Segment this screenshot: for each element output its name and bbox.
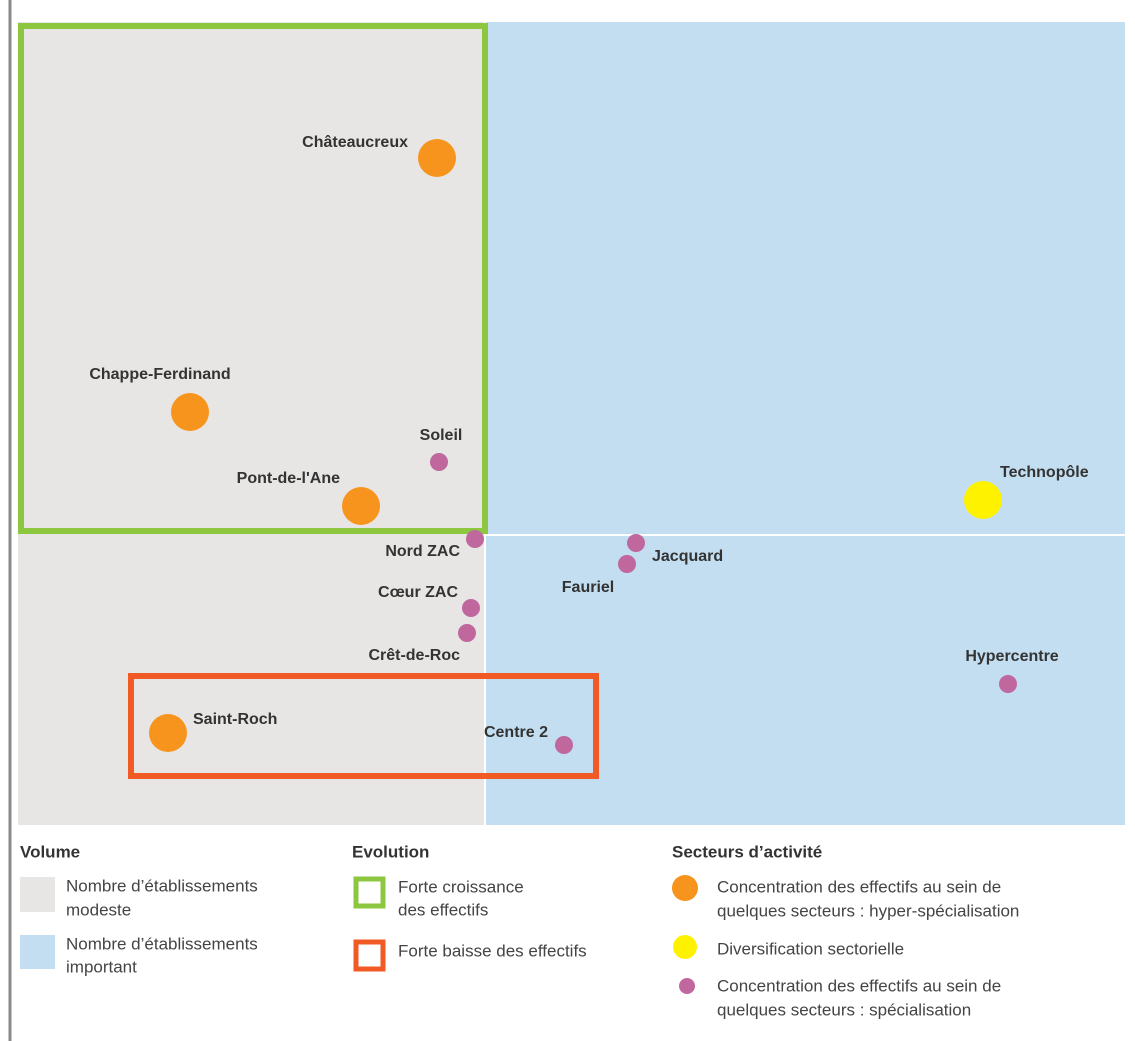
legend-dot xyxy=(679,978,695,994)
legend-dot xyxy=(673,935,697,959)
legend-text: Diversification sectorielle xyxy=(717,939,904,958)
node-label: Crêt-de-Roc xyxy=(368,647,460,664)
legend-title: Evolution xyxy=(352,842,429,861)
node-dot xyxy=(618,555,636,573)
legend-text: Forte baisse des effectifs xyxy=(398,941,587,960)
zone-modeste xyxy=(18,22,485,825)
decline-box xyxy=(128,673,599,779)
legend-text: Nombre d’établissements xyxy=(66,934,258,953)
legend-text: Concentration des effectifs au sein de xyxy=(717,877,1001,896)
legend-text: modeste xyxy=(66,900,131,919)
legend-swatch xyxy=(353,876,386,909)
node-label: Saint-Roch xyxy=(193,711,277,728)
legend-text: des effectifs xyxy=(398,900,488,919)
node-dot xyxy=(418,139,456,177)
zone-important xyxy=(485,22,1125,825)
node-label: Cœur ZAC xyxy=(378,584,458,601)
legend-title: Volume xyxy=(20,842,80,861)
node-label: Châteaucreux xyxy=(302,134,408,151)
node-label: Centre 2 xyxy=(484,724,548,741)
legend-text: quelques secteurs : hyper-spécialisation xyxy=(717,901,1019,920)
node-dot xyxy=(149,714,187,752)
legend-swatch xyxy=(20,935,55,969)
legend-swatch xyxy=(20,877,55,912)
legend-text: Nombre d’établissements xyxy=(66,876,258,895)
node-label: Soleil xyxy=(420,427,463,444)
node-label: Fauriel xyxy=(562,579,614,596)
legend-title: Secteurs d’activité xyxy=(672,842,822,861)
legend-text: Forte croissance xyxy=(398,877,524,896)
node-label: Chappe-Ferdinand xyxy=(89,366,230,383)
growth-box xyxy=(18,23,488,534)
node-dot xyxy=(430,453,448,471)
node-label: Pont-de-l'Ane xyxy=(237,470,340,487)
node-dot xyxy=(342,487,380,525)
node-dot xyxy=(458,624,476,642)
node-label: Jacquard xyxy=(652,548,723,565)
node-dot xyxy=(171,393,209,431)
legend: Volume Nombre d’établissements modeste N… xyxy=(20,842,1019,1019)
node-dot xyxy=(462,599,480,617)
node-dot xyxy=(964,481,1002,519)
legend-text: important xyxy=(66,957,137,976)
node-dot xyxy=(999,675,1017,693)
node-dot xyxy=(627,534,645,552)
node-label: Technopôle xyxy=(1000,464,1089,481)
legend-swatch xyxy=(353,939,386,972)
node-label: Nord ZAC xyxy=(385,543,460,560)
node-dot xyxy=(555,736,573,754)
legend-text: Concentration des effectifs au sein de xyxy=(717,976,1001,995)
legend-dot xyxy=(672,875,698,901)
node-dot xyxy=(466,530,484,548)
node-label: Hypercentre xyxy=(965,648,1058,665)
legend-text: quelques secteurs : spécialisation xyxy=(717,1000,971,1019)
